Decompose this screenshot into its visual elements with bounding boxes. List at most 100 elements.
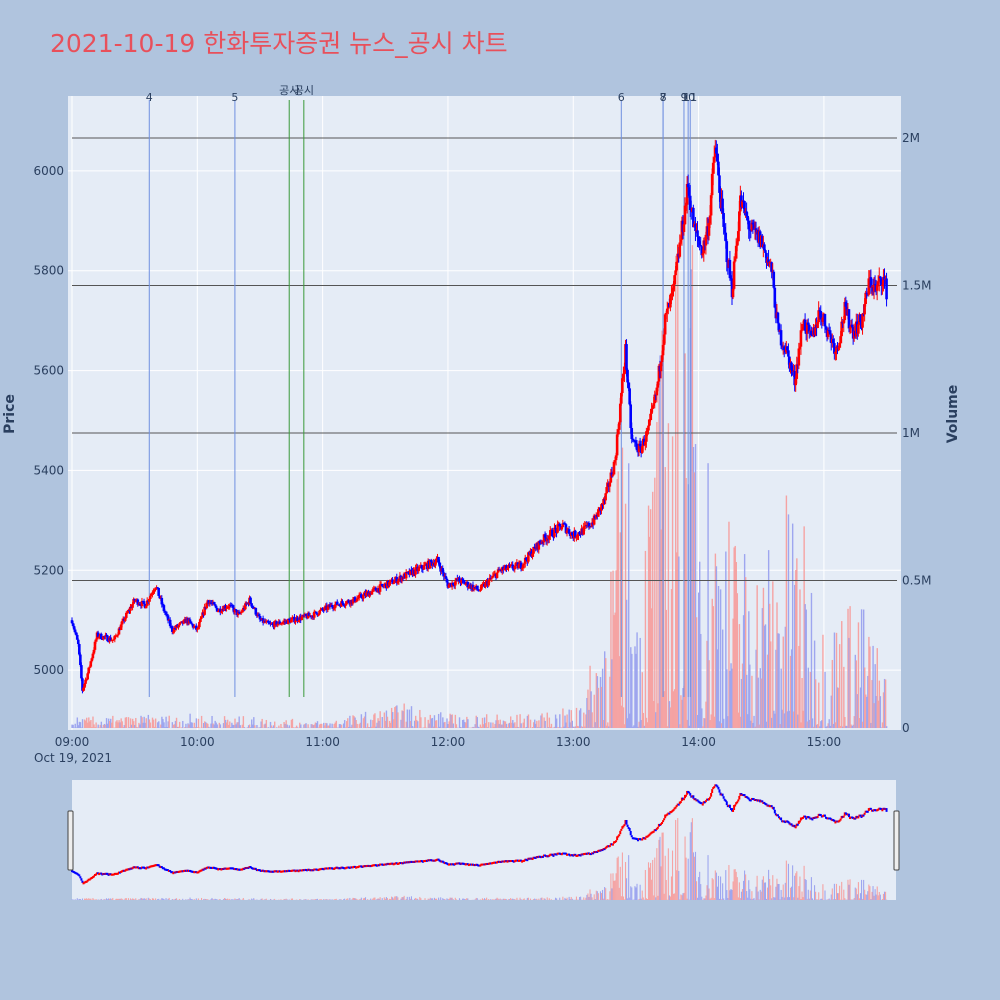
range-slider-candle — [373, 864, 376, 867]
range-slider-candle — [705, 798, 708, 801]
volume-bar — [365, 727, 368, 728]
candle-body — [152, 591, 155, 594]
volume-bar — [610, 571, 612, 728]
volume-bar — [98, 727, 100, 728]
range-slider-volume-bar — [304, 899, 306, 900]
range-slider-volume-bar — [659, 836, 661, 900]
candle-body — [417, 567, 421, 572]
volume-bar — [817, 724, 819, 728]
range-slider-volume-bar — [800, 899, 802, 900]
candle-body — [90, 658, 94, 662]
candle-body — [503, 568, 506, 570]
range-slider-candle — [74, 871, 77, 874]
range-slider-candle — [665, 814, 668, 817]
volume-bar — [812, 726, 815, 728]
candle-body — [674, 270, 677, 276]
range-slider-candle — [346, 866, 349, 869]
range-slider-left-handle[interactable] — [67, 810, 74, 871]
range-slider-candle — [811, 818, 814, 821]
volume-bar — [276, 727, 278, 728]
volume-bar — [267, 727, 270, 728]
range-slider-candle — [123, 869, 126, 872]
range-slider-candle — [120, 870, 123, 873]
range-slider-candle — [99, 872, 102, 875]
range-slider-candle — [311, 869, 314, 872]
volume-bar — [112, 715, 114, 728]
range-slider-candle — [394, 862, 397, 865]
range-slider-candle — [554, 853, 557, 856]
range-slider[interactable] — [67, 780, 900, 900]
range-slider-volume-bar — [197, 898, 199, 900]
range-slider-candle — [691, 795, 694, 798]
candle-body — [583, 525, 587, 527]
volume-bar — [129, 718, 132, 728]
range-slider-volume-bar — [590, 893, 592, 900]
range-slider-volume-bar — [222, 899, 225, 900]
volume-bar — [141, 717, 143, 728]
range-slider-candle — [469, 863, 472, 866]
range-slider-candle — [85, 880, 88, 883]
range-slider-volume-bar — [455, 899, 457, 900]
range-slider-candle — [478, 864, 481, 867]
volume-bar — [851, 725, 853, 728]
candle-body — [728, 259, 732, 279]
range-slider-candle — [779, 817, 782, 820]
range-slider-candle — [221, 868, 224, 871]
range-slider-volume-bar — [210, 899, 212, 900]
volume-bar — [543, 717, 545, 728]
candle-body — [511, 564, 514, 569]
range-slider-candle — [595, 850, 598, 853]
candle-body — [166, 615, 170, 621]
range-slider-candle — [714, 784, 717, 787]
candle-body — [692, 207, 695, 228]
range-slider-candle — [421, 860, 424, 863]
range-slider-candle — [840, 815, 843, 819]
candle-body — [587, 522, 591, 528]
range-slider-candle — [488, 862, 491, 865]
main-plot-area[interactable] — [68, 96, 901, 730]
range-slider-volume-bar — [251, 898, 253, 900]
volume-bar — [237, 722, 239, 728]
range-slider-candle — [631, 837, 634, 840]
volume-bar — [875, 695, 877, 728]
candle-body — [649, 413, 652, 421]
range-slider-volume-bar — [372, 898, 374, 900]
range-slider-volume-bar — [647, 862, 650, 900]
range-slider-volume-bar — [821, 898, 823, 900]
volume-bar — [92, 716, 94, 728]
candle-body — [672, 283, 675, 289]
range-slider-volume-bar — [133, 898, 135, 900]
range-slider-candle — [144, 867, 147, 870]
volume-bar — [654, 477, 656, 728]
range-slider-volume-bar — [657, 895, 659, 900]
range-slider-volume-bar — [204, 898, 206, 900]
candle-body — [797, 348, 801, 366]
candle-body — [441, 568, 445, 573]
range-slider-candle — [150, 865, 153, 868]
range-slider-volume-bar — [416, 898, 418, 900]
range-slider-candle — [160, 866, 163, 869]
range-slider-candle — [369, 865, 372, 868]
candle-body — [134, 600, 138, 602]
volume-bar — [161, 716, 163, 728]
volume-bar — [145, 718, 147, 728]
range-slider-volume-bar — [123, 899, 125, 900]
range-slider-candle — [621, 826, 624, 829]
range-slider-candle — [301, 869, 304, 872]
volume-bar — [410, 706, 413, 728]
range-slider-candle — [131, 867, 134, 870]
range-slider-candle — [876, 809, 879, 812]
volume-bar — [680, 695, 682, 728]
candle-body — [389, 580, 392, 582]
volume-bar — [806, 721, 808, 728]
range-slider-candle — [651, 831, 654, 834]
candle-body — [512, 568, 516, 570]
candle-body — [273, 621, 276, 628]
range-slider-candle — [200, 869, 203, 872]
range-slider-right-handle[interactable] — [893, 810, 900, 871]
range-slider-candle — [874, 809, 877, 812]
range-slider-volume-bar — [713, 898, 715, 900]
range-slider-volume-bar — [745, 874, 747, 900]
range-slider-candle — [95, 873, 98, 876]
